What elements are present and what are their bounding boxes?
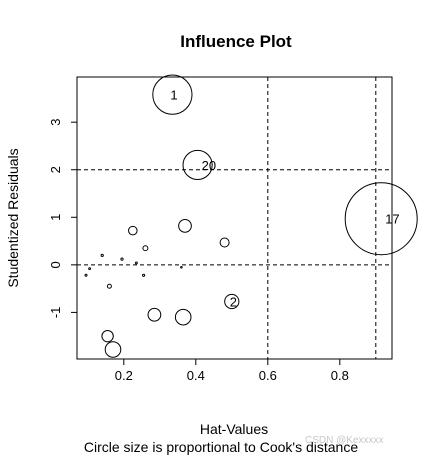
point-label-17: 17 — [385, 212, 399, 227]
point-15 — [141, 273, 146, 277]
x-axis: 0.2 0.4 0.6 0.8 — [115, 359, 349, 383]
point-label-20: 20 — [202, 158, 216, 173]
point-17 — [88, 267, 91, 271]
x-tick-label-0: 0.2 — [115, 368, 133, 383]
point-3 — [224, 293, 240, 310]
point-0 — [152, 74, 193, 115]
y-axis-label: Studentized Residuals — [5, 148, 21, 287]
point-1 — [182, 149, 213, 181]
y-tick-label-0: -1 — [48, 307, 63, 319]
point-19 — [180, 265, 183, 269]
data-points — [84, 74, 418, 358]
y-tick-label-4: 3 — [48, 119, 63, 126]
y-tick-label-3: 2 — [48, 166, 63, 173]
point-label-2: 2 — [230, 294, 237, 309]
point-8 — [147, 307, 162, 322]
point-6 — [128, 225, 138, 236]
point-18 — [135, 261, 138, 265]
point-4 — [178, 218, 192, 233]
point-12 — [106, 283, 112, 289]
point-5 — [219, 237, 230, 248]
x-axis-label: Hat-Values — [200, 421, 268, 437]
watermark: CSDN @Kexxxxx — [305, 435, 384, 446]
y-axis: -1 0 1 2 3 — [48, 119, 77, 319]
plot-frame — [76, 76, 393, 360]
point-14 — [120, 257, 124, 261]
reference-lines — [77, 77, 392, 359]
point-label-1: 1 — [170, 88, 177, 103]
point-13 — [100, 253, 104, 257]
point-labels: 1 20 17 2 — [170, 88, 399, 310]
point-7 — [142, 245, 149, 252]
x-tick-label-2: 0.6 — [259, 368, 277, 383]
point-16 — [84, 273, 88, 277]
x-tick-label-3: 0.8 — [331, 368, 349, 383]
point-10 — [101, 329, 114, 343]
point-9 — [174, 308, 192, 326]
y-tick-label-2: 1 — [48, 214, 63, 221]
caption: Circle size is proportional to Cook's di… — [84, 439, 358, 455]
point-11 — [104, 341, 122, 358]
chart-title: Influence Plot — [180, 32, 292, 51]
x-tick-label-1: 0.4 — [187, 368, 205, 383]
point-2 — [344, 182, 418, 256]
y-tick-label-1: 0 — [48, 261, 63, 268]
